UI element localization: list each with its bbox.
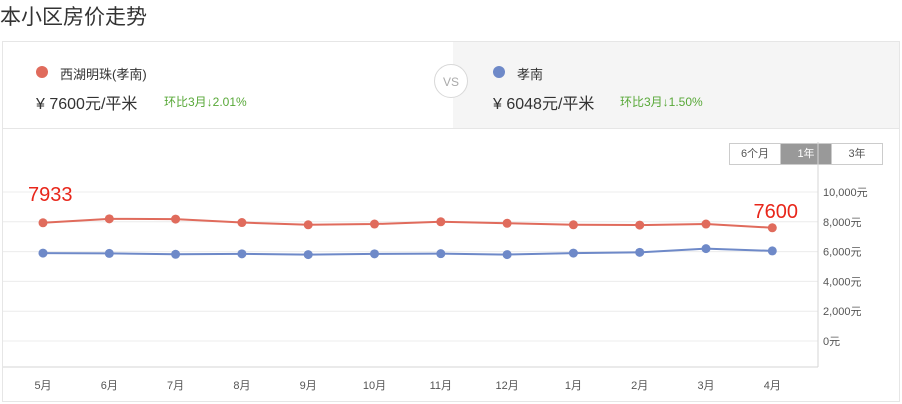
district-data-point — [104, 248, 114, 258]
x-tick-label: 9月 — [300, 380, 317, 392]
page-title: 本小区房价走势 — [0, 6, 147, 29]
community-summary: 西湖明珠(孝南) ¥ 7600元/平米 环比3月↓2.01% — [3, 42, 453, 128]
district-price-line — [42, 247, 773, 256]
district-data-point — [303, 250, 313, 260]
district-data-point — [38, 248, 48, 258]
price-trend-chart: 10,000元 8,000元 6,000元 4,000元 2,000元 0元 5月 6月 7月 8… — [3, 142, 868, 392]
x-tick-label: 10月 — [363, 380, 386, 392]
district-data-point — [635, 247, 645, 257]
y-tick-label: 2,000元 — [823, 306, 862, 318]
district-data-point — [568, 248, 578, 258]
price-trend-panel: 西湖明珠(孝南) ¥ 7600元/平米 环比3月↓2.01% 孝南 ¥ 6048… — [2, 41, 900, 402]
community-data-point — [436, 217, 446, 227]
district-data-point — [370, 249, 379, 259]
community-price-line — [42, 217, 773, 229]
district-data-point — [237, 249, 247, 259]
community-change: 环比3月↓2.01% — [164, 95, 247, 109]
district-summary: 孝南 ¥ 6048元/平米 环比3月↓1.50% — [453, 42, 899, 128]
community-data-point — [568, 220, 578, 230]
tab-6-months[interactable]: 6个月 — [730, 144, 780, 164]
x-tick-label: 4月 — [764, 380, 781, 392]
district-data-point — [436, 249, 446, 259]
x-tick-label: 7月 — [167, 380, 184, 392]
district-legend-dot — [493, 66, 505, 78]
community-data-point — [701, 219, 711, 229]
community-data-point — [104, 214, 114, 224]
x-tick-label: 1月 — [565, 380, 582, 392]
community-data-point — [502, 218, 512, 228]
community-data-point — [370, 219, 379, 229]
community-data-point — [767, 223, 777, 233]
x-tick-label: 12月 — [495, 380, 518, 392]
community-name: 西湖明珠(孝南) — [60, 67, 147, 82]
y-tick-label: 4,000元 — [823, 276, 862, 288]
y-tick-label: 8,000元 — [823, 217, 862, 229]
x-tick-label: 8月 — [233, 380, 250, 392]
x-tick-label: 11月 — [430, 380, 452, 392]
district-price: ¥ 6048元/平米 — [493, 96, 595, 113]
y-tick-label: 6,000元 — [823, 247, 862, 259]
x-tick-label: 2月 — [631, 380, 648, 392]
district-data-point — [701, 244, 711, 254]
y-tick-label: 10,000元 — [823, 187, 868, 199]
community-legend-dot — [36, 66, 48, 78]
tab-3-years[interactable]: 3年 — [831, 144, 882, 164]
first-value-label: 7933 — [28, 184, 73, 206]
district-data-point — [502, 250, 512, 260]
community-data-point — [237, 218, 247, 228]
community-data-point — [635, 220, 645, 230]
community-data-point — [171, 214, 181, 224]
y-tick-label: 0元 — [823, 336, 840, 348]
district-name: 孝南 — [517, 67, 544, 82]
last-value-label: 7600 — [754, 201, 799, 223]
x-tick-label: 6月 — [101, 380, 118, 392]
community-price: ¥ 7600元/平米 — [36, 96, 138, 113]
x-tick-label: 5月 — [34, 380, 51, 392]
price-comparison: 西湖明珠(孝南) ¥ 7600元/平米 环比3月↓2.01% 孝南 ¥ 6048… — [3, 42, 899, 129]
x-tick-label: 3月 — [697, 380, 714, 392]
time-range-tabs: 6个月 1年 3年 — [729, 143, 883, 165]
vs-badge: VS — [434, 64, 468, 98]
district-change: 环比3月↓1.50% — [620, 95, 703, 109]
district-data-point — [171, 249, 181, 259]
community-data-point — [38, 218, 48, 228]
district-data-point — [767, 246, 777, 256]
community-data-point — [303, 220, 313, 230]
